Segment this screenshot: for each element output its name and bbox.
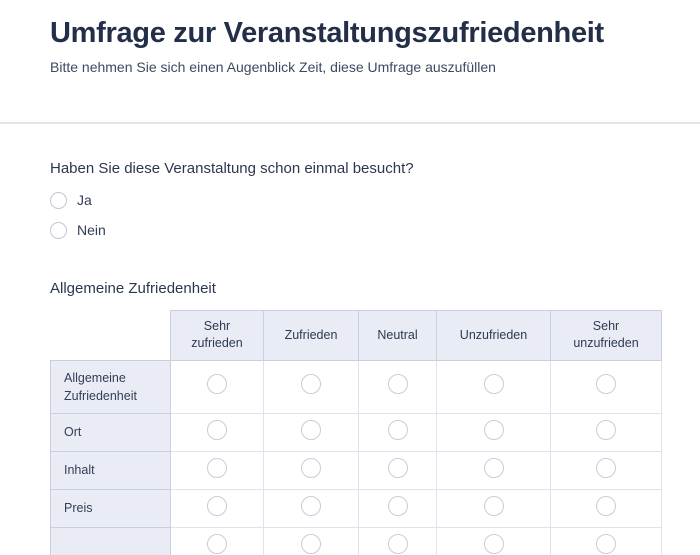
matrix-radio-button[interactable]	[387, 533, 408, 554]
matrix-radio-button[interactable]	[301, 457, 321, 478]
visited-question-label: Haben Sie diese Veranstaltung schon einm…	[50, 159, 414, 177]
matrix-radio-button[interactable]	[207, 533, 227, 554]
matrix-radio-cell	[550, 450, 662, 490]
matrix-radio-cell	[263, 526, 359, 555]
matrix-radio-cell	[170, 412, 264, 452]
radio-option-label: Ja	[77, 192, 92, 209]
radio-option[interactable]: Ja	[50, 191, 672, 209]
matrix-radio-cell	[170, 488, 264, 528]
form-subtitle: Bitte nehmen Sie sich einen Augenblick Z…	[50, 59, 496, 76]
matrix-radio-button[interactable]	[387, 419, 408, 440]
matrix-row-label: Ort	[50, 412, 171, 452]
matrix-radio-cell	[550, 526, 662, 555]
matrix-radio-button[interactable]	[483, 533, 504, 554]
matrix-radio-button[interactable]	[387, 495, 408, 516]
matrix-radio-cell	[550, 488, 662, 528]
matrix-radio-cell	[358, 412, 437, 452]
matrix-radio-button[interactable]	[483, 374, 504, 395]
matrix-row: Ort	[50, 412, 662, 452]
matrix-radio-button[interactable]	[301, 495, 321, 516]
matrix-radio-cell	[170, 450, 264, 490]
matrix-radio-button[interactable]	[387, 374, 408, 395]
matrix-row-label: Inhalt	[50, 450, 171, 490]
matrix-radio-cell	[358, 488, 437, 528]
matrix-header-row: Sehr zufrieden Zufrieden Neutral Unzufriede…	[51, 309, 662, 361]
matrix-radio-button[interactable]	[596, 374, 616, 395]
matrix-column-header: Sehr unzufrieden	[550, 309, 662, 361]
matrix-radio-cell	[436, 526, 551, 555]
matrix-radio-button[interactable]	[596, 419, 616, 440]
matrix-radio-cell	[358, 450, 437, 490]
radio-button-icon[interactable]	[50, 221, 67, 239]
matrix-column-header: Zufrieden	[263, 309, 359, 361]
matrix-radio-cell	[550, 359, 662, 414]
matrix-corner-cell	[51, 310, 171, 360]
satisfaction-matrix-table: Sehr zufrieden Zufrieden Neutral Unzufriede…	[50, 309, 662, 555]
visited-question-section: Haben Sie diese Veranstaltung schon einm…	[50, 160, 672, 239]
matrix-body: Allgemeine Zufriedenheit Ort Inhalt Preis	[50, 359, 662, 555]
header-divider	[0, 121, 700, 124]
form-title: Umfrage zur Veranstaltungszufriedenheit	[50, 17, 604, 49]
matrix-radio-cell	[263, 488, 359, 528]
matrix-radio-cell	[263, 412, 359, 452]
matrix-radio-button[interactable]	[483, 495, 504, 516]
matrix-radio-cell	[436, 359, 551, 414]
matrix-radio-cell	[358, 359, 437, 414]
radio-option[interactable]: Nein	[50, 221, 672, 239]
matrix-radio-button[interactable]	[207, 495, 227, 516]
matrix-radio-cell	[436, 412, 551, 452]
matrix-radio-cell	[263, 359, 359, 414]
matrix-row	[50, 526, 662, 555]
matrix-row-label	[50, 526, 171, 555]
matrix-radio-button[interactable]	[596, 457, 616, 478]
matrix-radio-button[interactable]	[596, 533, 616, 554]
matrix-radio-button[interactable]	[387, 457, 408, 478]
matrix-radio-button[interactable]	[596, 495, 616, 516]
matrix-radio-button[interactable]	[301, 419, 321, 440]
matrix-row: Preis	[50, 488, 662, 528]
matrix-radio-button[interactable]	[483, 419, 504, 440]
matrix-row-label: Allgemeine Zufriedenheit	[50, 359, 171, 414]
radio-option-label: Nein	[77, 222, 106, 239]
matrix-radio-button[interactable]	[207, 374, 227, 395]
matrix-column-header: Neutral	[358, 309, 437, 361]
matrix-radio-cell	[550, 412, 662, 452]
matrix-radio-cell	[436, 450, 551, 490]
radio-button-icon[interactable]	[50, 191, 67, 209]
matrix-radio-cell	[263, 450, 359, 490]
matrix-radio-button[interactable]	[301, 533, 321, 554]
matrix-question-heading: Allgemeine Zufriedenheit	[50, 279, 216, 297]
matrix-radio-cell	[358, 526, 437, 555]
matrix-question-section: Allgemeine Zufriedenheit Sehr zufrieden Z…	[50, 280, 672, 555]
matrix-radio-button[interactable]	[207, 419, 227, 440]
matrix-row: Allgemeine Zufriedenheit	[50, 359, 662, 414]
matrix-column-header: Unzufrieden	[436, 309, 551, 361]
matrix-row: Inhalt	[50, 450, 662, 490]
matrix-radio-cell	[170, 526, 264, 555]
visited-options: Ja Nein	[50, 191, 672, 239]
matrix-row-label: Preis	[50, 488, 171, 528]
matrix-column-header: Sehr zufrieden	[170, 309, 264, 361]
matrix-radio-cell	[436, 488, 551, 528]
matrix-radio-button[interactable]	[207, 457, 227, 478]
matrix-radio-button[interactable]	[301, 374, 321, 395]
matrix-radio-cell	[170, 359, 264, 414]
matrix-radio-button[interactable]	[483, 457, 504, 478]
